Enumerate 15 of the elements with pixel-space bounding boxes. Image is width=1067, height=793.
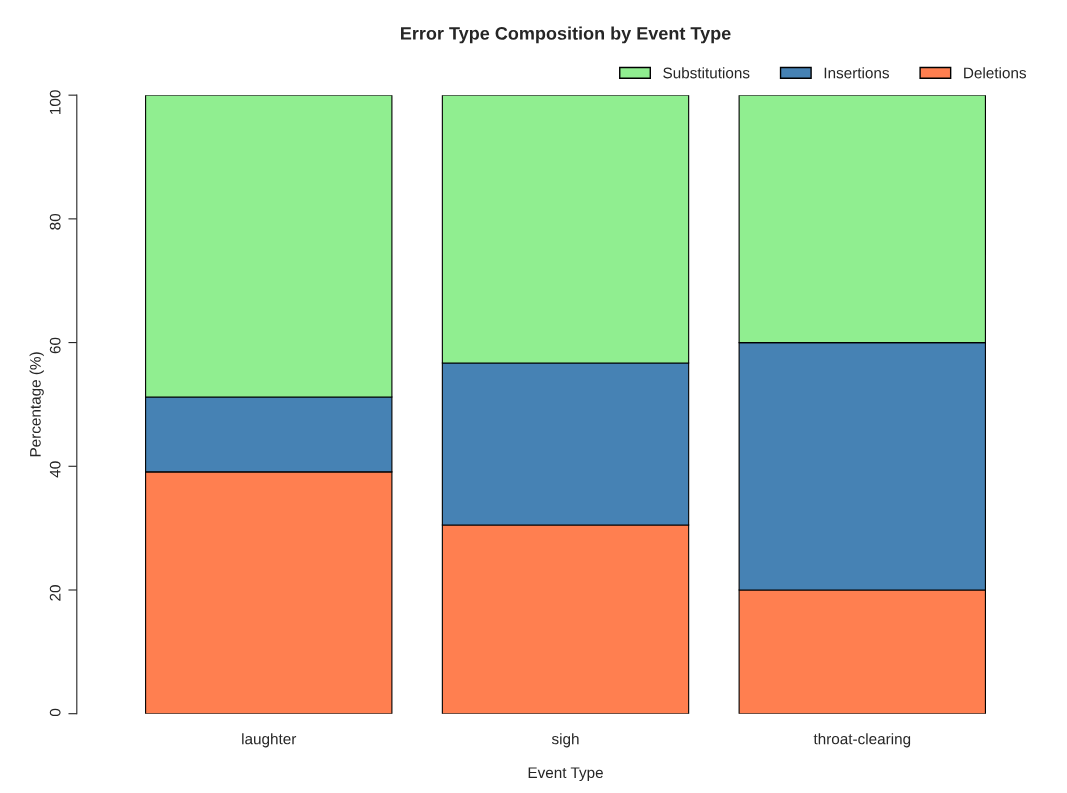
y-axis-title: Percentage (%)	[29, 352, 44, 457]
x-tick-label: laughter	[242, 733, 297, 748]
chart-title: Error Type Composition by Event Type	[401, 26, 731, 44]
y-tick-label: 80	[49, 213, 61, 230]
x-tick-label: throat-clearing	[813, 733, 911, 748]
legend-label: Substitutions	[663, 67, 750, 79]
x-tick-label: sigh	[551, 733, 579, 748]
x-axis-title: Event Type	[528, 767, 603, 782]
y-tick-label: 100	[49, 90, 61, 114]
y-tick-label: 40	[49, 461, 61, 478]
y-tick-label: 20	[49, 585, 61, 601]
legend-label: Deletions	[964, 67, 1027, 79]
legend-label: Insertions	[824, 67, 890, 79]
y-tick-label: 0	[49, 708, 61, 717]
y-tick-label: 60	[49, 337, 61, 354]
